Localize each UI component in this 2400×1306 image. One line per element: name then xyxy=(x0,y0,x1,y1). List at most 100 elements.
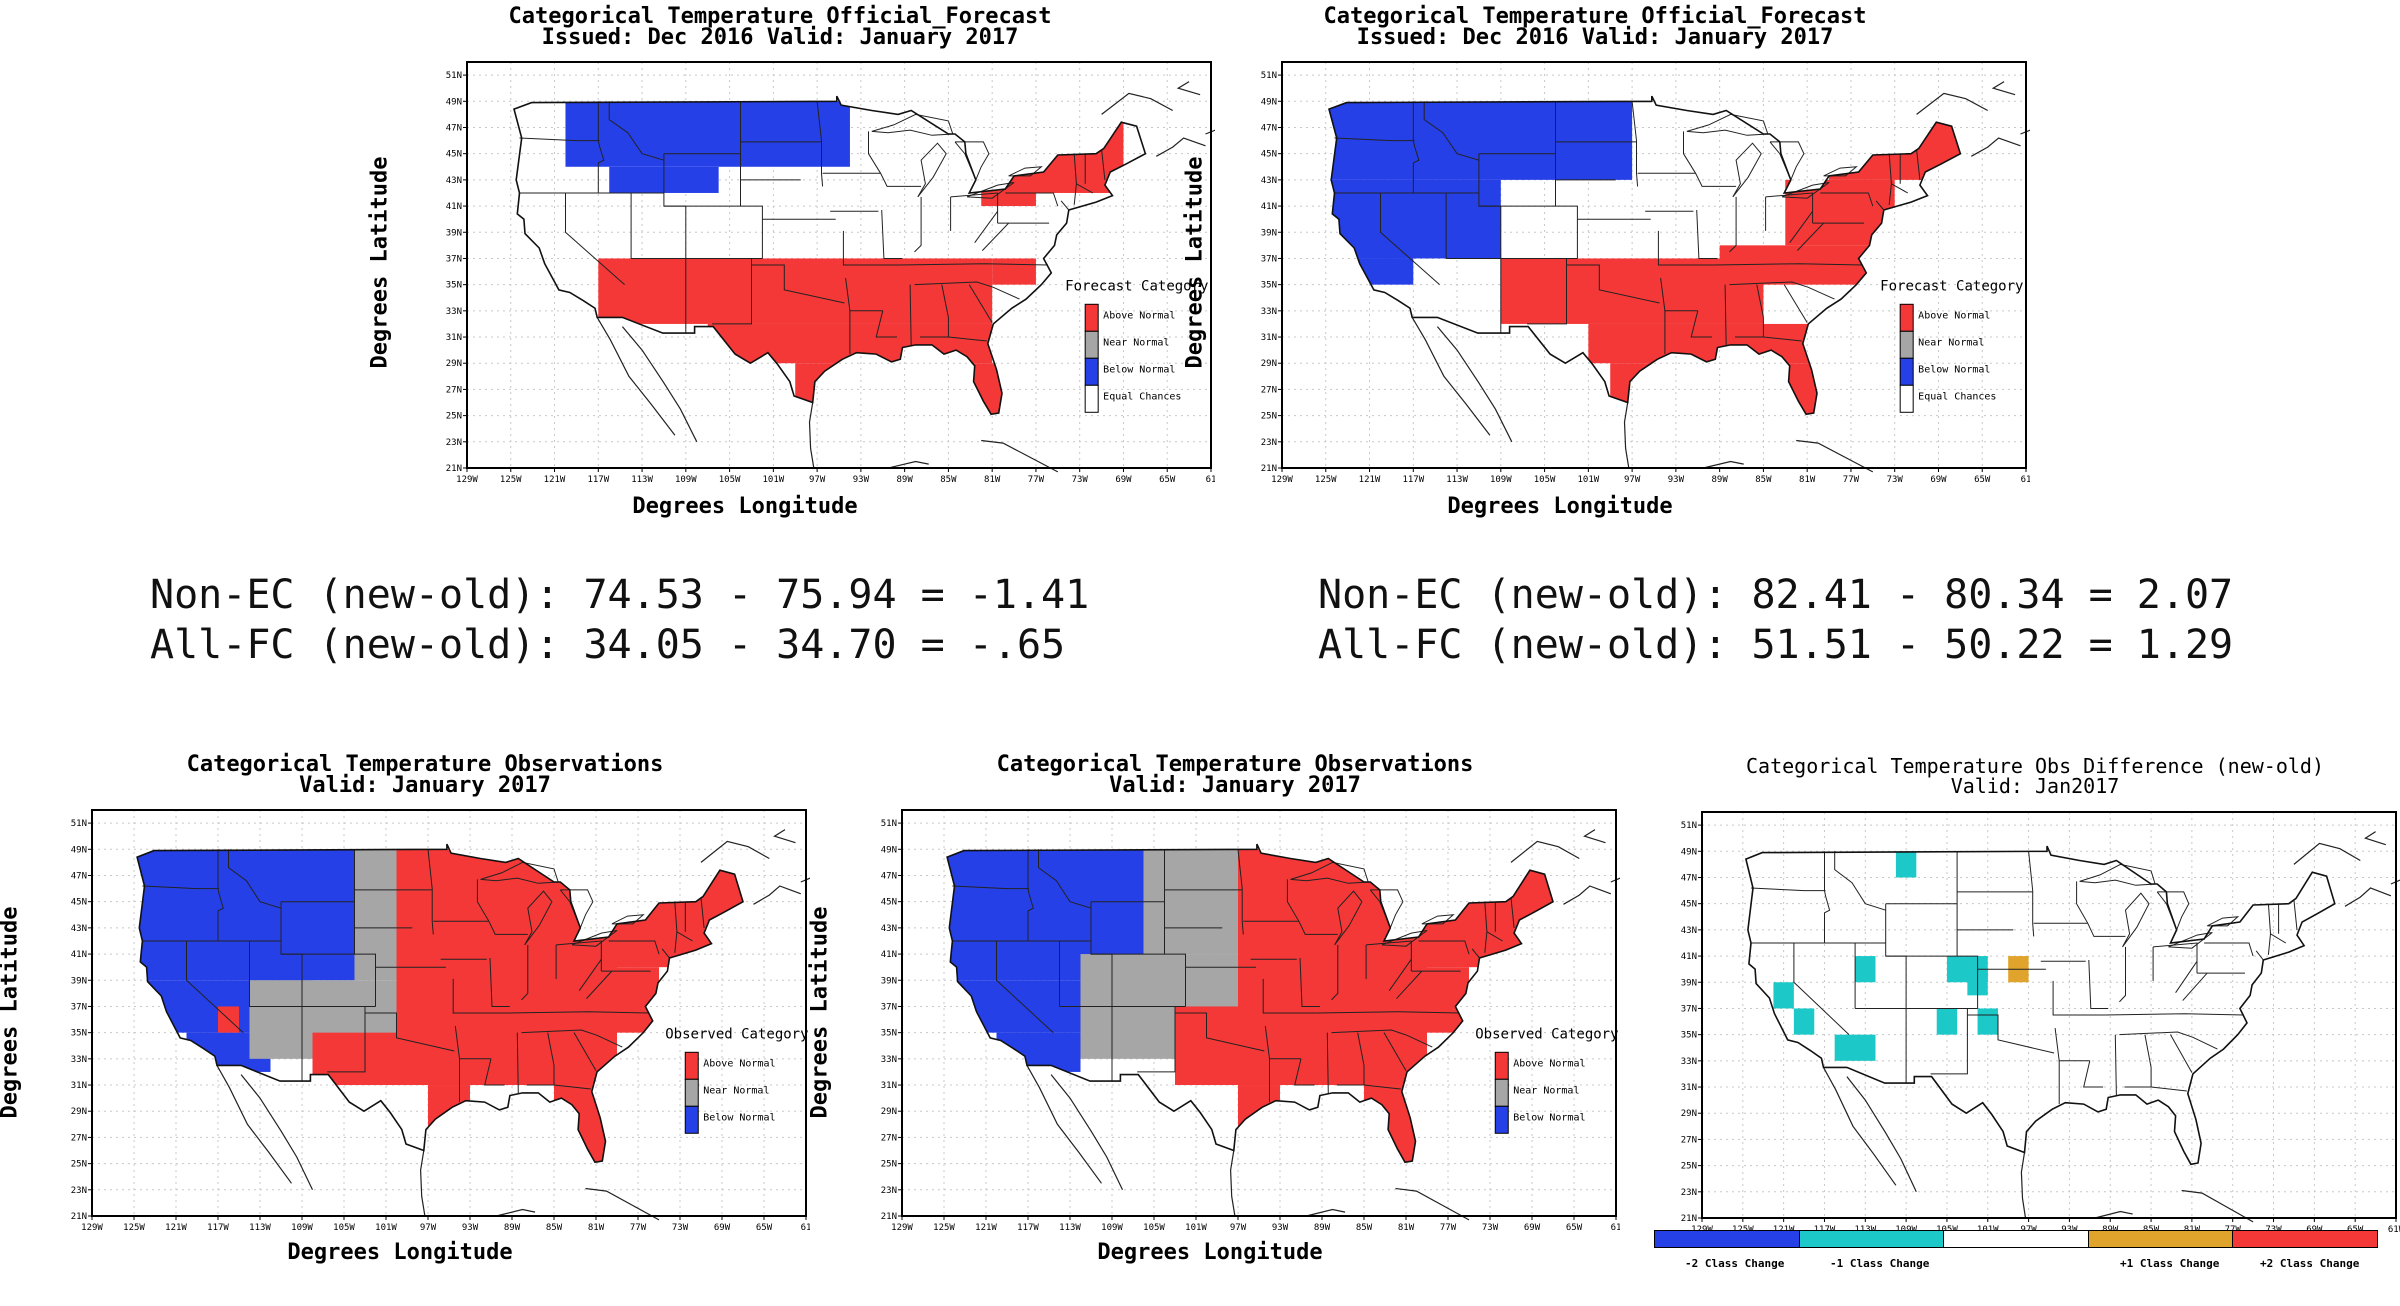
lat-tick-label: 33N xyxy=(1681,1057,1697,1067)
coastline xyxy=(2020,1152,2027,1219)
lon-tick-label: 85W xyxy=(1356,1223,1373,1233)
state-line xyxy=(2119,1031,2218,1050)
state-line xyxy=(1005,192,1059,207)
legend-label: Near Normal xyxy=(1918,337,1984,348)
state-line xyxy=(1396,970,1423,999)
coastline xyxy=(1436,326,1513,443)
coastline xyxy=(773,829,796,844)
panel-obs-diff: Categorical Temperature Obs Difference (… xyxy=(1620,750,2400,1306)
state-line xyxy=(1060,200,1070,211)
lon-tick-label: 73W xyxy=(672,1223,689,1233)
lake-outline xyxy=(1769,141,1805,182)
lon-tick-label: 129W xyxy=(891,1223,913,1233)
lat-tick-label: 37N xyxy=(1681,1004,1697,1014)
state-line xyxy=(489,957,510,1007)
lat-tick-label: 49N xyxy=(1681,847,1697,857)
panel-title: Categorical Temperature Official_Forecas… xyxy=(1323,4,1867,29)
lon-tick-label: 105W xyxy=(333,1223,355,1233)
colorbar-swatch xyxy=(2088,1231,2234,1247)
state-line xyxy=(1930,1008,1968,1075)
state-line xyxy=(516,1032,519,1095)
coastline xyxy=(888,460,929,469)
state-line xyxy=(2270,933,2287,944)
state-line xyxy=(484,1058,505,1086)
coastline xyxy=(596,317,676,436)
state-line xyxy=(1956,851,1979,1009)
coastline xyxy=(1623,402,1630,469)
lon-tick-label: 69W xyxy=(1115,475,1132,485)
legend-swatch xyxy=(684,1105,699,1134)
state-line xyxy=(1334,137,1415,142)
lat-tick-label: 49N xyxy=(446,97,462,107)
lon-tick-label: 77W xyxy=(1028,475,1045,485)
lat-tick-label: 45N xyxy=(881,898,897,908)
state-line xyxy=(1363,1084,1401,1090)
legend-swatch xyxy=(1084,330,1099,359)
lon-tick-label: 101W xyxy=(1185,1223,1207,1233)
state-line xyxy=(1657,230,1715,266)
state-line xyxy=(1286,879,1338,935)
colorbar-swatch xyxy=(1655,1231,1800,1247)
region-cyan xyxy=(1793,1008,1815,1035)
legend-label: Below Normal xyxy=(1513,1112,1585,1123)
lat-tick-label: 31N xyxy=(881,1081,897,1091)
coastline xyxy=(1050,1074,1124,1191)
lon-tick-label: 101W xyxy=(763,475,785,485)
legend-label: Near Normal xyxy=(1103,337,1169,348)
lat-tick-label: 39N xyxy=(1261,228,1277,238)
lon-tick-label: 89W xyxy=(1712,475,1729,485)
state-line xyxy=(1316,1011,1460,1014)
map-obs-old: 51N 49N 47N 45N 43N 41N 39N 37N 35N 33N 31N 29N 27N 2… xyxy=(71,809,810,1233)
lon-tick-label: 113W xyxy=(1446,475,1468,485)
lat-tick-label: 25N xyxy=(71,1160,87,1170)
panel-title: Categorical Temperature Observations xyxy=(996,752,1474,777)
lon-tick-label: 69W xyxy=(1930,475,1947,485)
state-line xyxy=(875,310,897,338)
coastline xyxy=(2094,1210,2133,1219)
state-line xyxy=(1735,284,1764,338)
state-line xyxy=(452,978,507,1014)
legend-swatch xyxy=(1899,330,1914,359)
state-line xyxy=(1885,955,1907,1084)
lon-tick-label: 105W xyxy=(1143,1223,1165,1233)
coastline xyxy=(496,1208,536,1217)
panel-obs-new: Categorical Temperature Observations Val… xyxy=(808,750,1620,1280)
state-line xyxy=(1299,957,1320,1007)
lat-tick-label: 51N xyxy=(881,819,897,829)
lat-tick-label: 25N xyxy=(1681,1162,1697,1172)
coastline xyxy=(981,439,1059,473)
lake-outline xyxy=(1008,166,1043,177)
lat-tick-label: 29N xyxy=(1261,359,1277,369)
lake-outline xyxy=(2079,863,2156,886)
region-above xyxy=(312,1032,397,1086)
lon-tick-label: 65W xyxy=(756,1223,773,1233)
lon-tick-label: 65W xyxy=(1566,1223,1583,1233)
state-line xyxy=(1714,263,1864,266)
region-above xyxy=(617,862,743,968)
coastline xyxy=(700,840,770,863)
coastline xyxy=(1971,137,2021,157)
lon-tick-label: 81W xyxy=(984,475,1001,485)
state-line xyxy=(1729,281,1835,300)
state-line xyxy=(2153,942,2198,974)
state-line xyxy=(427,849,434,935)
state-line xyxy=(1820,192,1874,207)
state-line xyxy=(1793,943,1850,1035)
lon-tick-label: 101W xyxy=(1578,475,1600,485)
state-line xyxy=(1027,849,1034,941)
region-above xyxy=(1763,363,1830,415)
legend-title: Observed Category xyxy=(1475,1026,1618,1042)
panel-title: Categorical Temperature Official_Forecas… xyxy=(508,4,1052,29)
stats-left-line2: All-FC (new-old): 34.05 - 34.70 = -.65 xyxy=(150,622,1066,668)
lat-tick-label: 21N xyxy=(1261,464,1277,474)
lat-tick-label: 27N xyxy=(1261,385,1277,395)
lon-tick-label: 97W xyxy=(1230,1223,1247,1233)
legend-label: Above Normal xyxy=(1513,1058,1585,1069)
state-line xyxy=(1631,101,1639,187)
region-above xyxy=(617,967,659,1033)
diff-colorbar xyxy=(1654,1230,2378,1248)
lake-outline xyxy=(524,890,553,946)
lat-tick-label: 29N xyxy=(446,359,462,369)
state-line xyxy=(506,1011,650,1014)
lake-outline xyxy=(2156,891,2190,932)
